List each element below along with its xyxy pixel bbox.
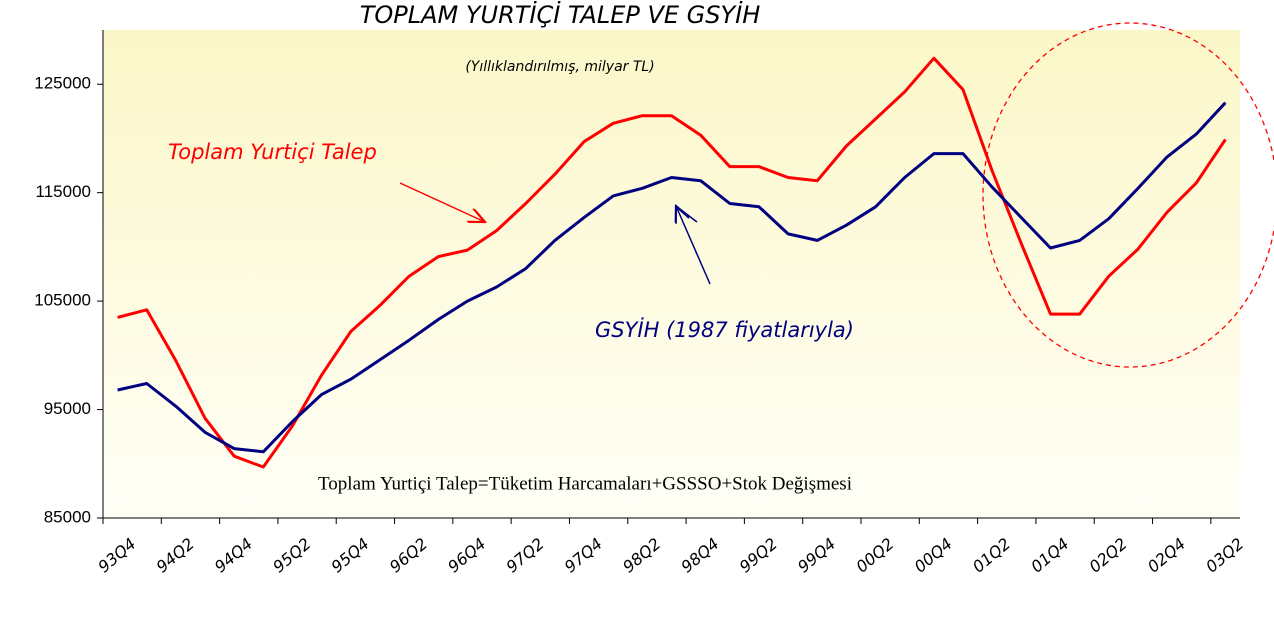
x-tick-label: 94Q2 — [153, 534, 198, 576]
annotation: Toplam Yurtiçi Talep=Tüketim Harcamaları… — [318, 473, 852, 494]
x-tick-label: 97Q4 — [561, 534, 606, 576]
x-tick-label: 96Q4 — [444, 534, 489, 576]
x-tick-label: 98Q4 — [677, 534, 722, 576]
x-tick-label: 95Q4 — [328, 534, 373, 576]
arrow — [399, 182, 485, 222]
x-tick-label: 93Q4 — [94, 534, 139, 576]
chart-subtitle: (Yıllıklandırılmış, milyar TL) — [465, 59, 654, 75]
series-label: Toplam Yurtiçi Talep — [168, 140, 377, 164]
x-tick-label: 01Q2 — [969, 534, 1014, 576]
y-tick-label: 115000 — [36, 182, 91, 201]
y-tick-label: 105000 — [34, 291, 91, 310]
plot-area — [103, 30, 1240, 518]
arrow — [676, 206, 711, 285]
x-tick-label: 99Q4 — [794, 534, 839, 576]
x-tick-label: 94Q4 — [211, 534, 256, 576]
chart-title: TOPLAM YURTİÇİ TALEP VE GSYİH — [360, 0, 761, 29]
series-label: GSYİH (1987 fiyatlarıyla) — [595, 317, 854, 342]
x-tick-label: 99Q2 — [736, 534, 781, 576]
x-tick-label: 98Q2 — [619, 534, 664, 576]
x-tick-label: 01Q4 — [1027, 534, 1072, 576]
x-tick-label: 96Q2 — [386, 534, 431, 576]
x-tick-label: 00Q4 — [911, 534, 956, 576]
y-tick-label: 85000 — [44, 507, 91, 526]
x-tick-label: 00Q2 — [852, 534, 897, 576]
series-line — [117, 101, 1227, 454]
y-tick-label: 125000 — [34, 74, 91, 93]
series-line — [117, 56, 1227, 469]
y-tick-label: 95000 — [44, 399, 91, 418]
x-tick-label: 97Q2 — [502, 534, 547, 576]
x-tick-label: 03Q2 — [1202, 534, 1247, 576]
arrow — [675, 205, 698, 223]
x-tick-label: 95Q2 — [269, 534, 314, 576]
x-tick-label: 02Q4 — [1144, 534, 1189, 576]
x-tick-label: 02Q2 — [1086, 534, 1131, 576]
